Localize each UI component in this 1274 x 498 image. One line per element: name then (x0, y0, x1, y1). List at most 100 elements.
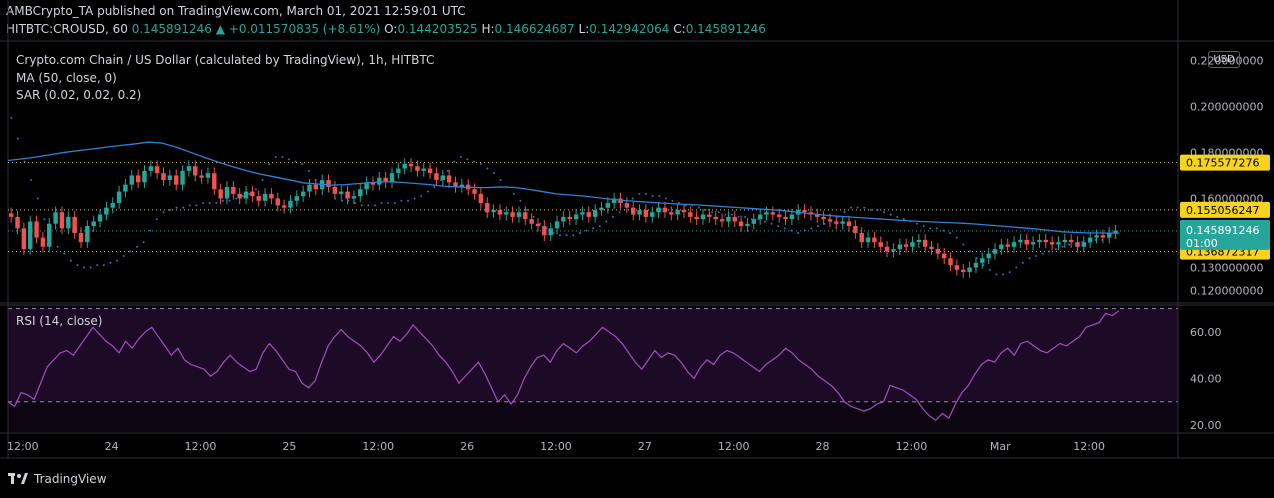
candle-body (865, 237, 871, 243)
sar-dot (1048, 250, 1051, 253)
candle-body (1081, 242, 1087, 247)
sar-dot (96, 264, 99, 267)
currency-badge[interactable]: USD (1208, 51, 1240, 68)
sar-dot (863, 206, 866, 209)
sar-dot (843, 211, 846, 214)
sar-dot (955, 236, 958, 239)
sar-dot (506, 185, 509, 188)
sar-dot (400, 199, 403, 202)
sar-dot (605, 220, 608, 223)
candle-body (922, 239, 928, 247)
sar-dot (869, 208, 872, 211)
sar-dot (711, 211, 714, 214)
candle-body (783, 216, 788, 220)
sar-dot (321, 185, 324, 188)
countdown-label: 01:00 (1186, 237, 1218, 250)
sar-dot (261, 179, 264, 182)
sar-dot (175, 206, 178, 209)
sar-dot (102, 264, 105, 267)
sar-dot (671, 199, 674, 202)
candle-body (275, 198, 280, 206)
candle-body (821, 216, 826, 220)
candle-body (294, 196, 300, 201)
sar-dot (810, 227, 813, 230)
sar-dot (49, 234, 52, 237)
sar-dot (526, 208, 529, 211)
candle-body (186, 166, 192, 171)
sar-dot (916, 222, 919, 225)
candle-body (948, 258, 953, 266)
candle-body (535, 223, 541, 227)
time-tick-label: 12:00 (718, 440, 750, 453)
rsi-tick-label: 40.00 (1190, 372, 1222, 385)
rsi-indicator-label[interactable]: RSI (14, close) (16, 314, 103, 328)
candle-body (332, 186, 338, 194)
candle-body (745, 223, 750, 227)
time-tick-label: 12:00 (185, 440, 217, 453)
sar-dot (896, 215, 899, 218)
candle-body (396, 168, 401, 174)
ma-indicator-label[interactable]: MA (50, close, 0) (16, 71, 117, 85)
candle-body (427, 168, 433, 174)
sar-dot (327, 190, 330, 193)
candle-body (212, 173, 217, 190)
sar-dot (1041, 252, 1044, 255)
candle-body (97, 214, 103, 222)
candle-body (726, 216, 731, 222)
sar-dot (949, 231, 952, 234)
footer-brand[interactable]: TradingView (8, 472, 107, 486)
ohlc-legend: HITBTC:CROUSD, 60 0.145891246 ▲ +0.01157… (6, 22, 766, 36)
last-price-label-bg (1180, 219, 1270, 250)
sar-dot (202, 202, 205, 205)
candle-body (250, 191, 255, 197)
candle-body (935, 249, 941, 254)
candle-body (402, 163, 407, 169)
footer-brand-text: TradingView (34, 472, 107, 486)
sar-dot (354, 202, 357, 205)
sar-dot (645, 192, 648, 195)
sar-dot (883, 211, 886, 214)
candle-body (129, 175, 134, 185)
rsi-band-fill (8, 308, 1178, 402)
sar-dot (598, 225, 601, 228)
sar-dot (684, 204, 687, 207)
sar-dot (162, 211, 165, 214)
low-label: L: (578, 22, 590, 36)
candle-body (815, 214, 820, 217)
candle-body (351, 196, 357, 199)
sar-dot (314, 179, 317, 182)
candle-body (453, 182, 458, 187)
candle-body (307, 184, 312, 192)
candle-body (1030, 242, 1036, 245)
candle-body (231, 186, 236, 194)
candle-body (205, 173, 211, 178)
sar-dot (307, 169, 310, 172)
sar-indicator-label[interactable]: SAR (0.02, 0.02, 0.2) (16, 88, 142, 102)
candle-body (650, 212, 655, 217)
candle-body (751, 219, 757, 224)
candle-body (78, 232, 84, 243)
candle-body (688, 212, 693, 217)
sar-dot (36, 197, 39, 200)
candle-body (586, 212, 591, 217)
candle-body (967, 267, 972, 273)
time-tick-label: 28 (816, 440, 830, 453)
candle-body (1005, 244, 1010, 247)
sar-dot (1114, 236, 1117, 239)
sar-dot (777, 225, 780, 228)
sar-dot (889, 213, 892, 216)
time-tick-label: 26 (460, 440, 474, 453)
sar-dot (367, 204, 370, 207)
candle-body (478, 193, 484, 204)
candle-body (180, 170, 185, 185)
sar-dot (975, 257, 978, 260)
candle-body (110, 203, 115, 208)
sar-dot (420, 195, 423, 198)
candle-body (497, 209, 503, 215)
candle-body (853, 226, 858, 233)
candle-body (1049, 242, 1055, 245)
sar-dot (221, 199, 224, 202)
candle-body (643, 209, 649, 217)
sar-dot (426, 190, 429, 193)
